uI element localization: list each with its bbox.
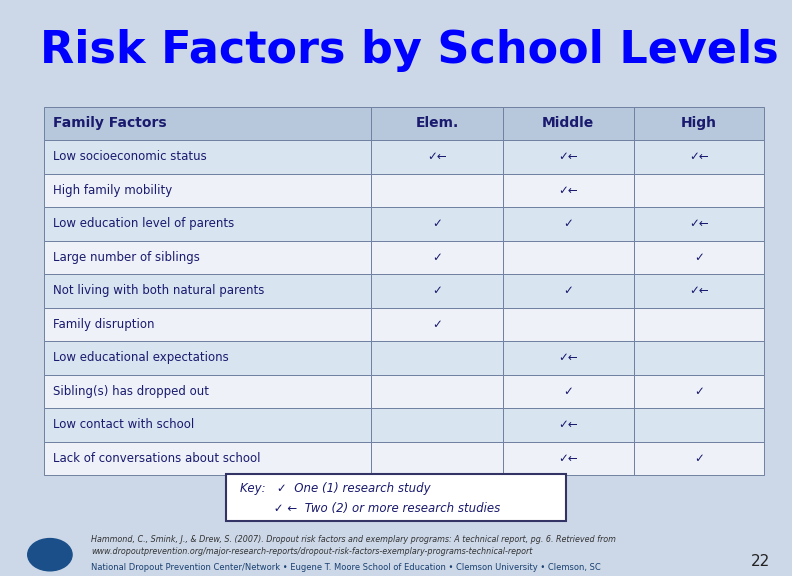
- Bar: [503, 374, 634, 408]
- Text: ✓: ✓: [432, 285, 442, 297]
- Text: Hammond, C., Smink, J., & Drew, S. (2007). Dropout risk factors and exemplary pr: Hammond, C., Smink, J., & Drew, S. (2007…: [91, 535, 616, 556]
- Text: ✓: ✓: [432, 217, 442, 230]
- Bar: [503, 107, 634, 140]
- Bar: [503, 173, 634, 207]
- Bar: [634, 241, 764, 274]
- Bar: [44, 241, 371, 274]
- Bar: [634, 107, 764, 140]
- Bar: [503, 241, 634, 274]
- Bar: [44, 308, 371, 341]
- Bar: [371, 207, 503, 241]
- Bar: [634, 207, 764, 241]
- Text: High family mobility: High family mobility: [53, 184, 173, 197]
- Text: ✓ ←  Two (2) or more research studies: ✓ ← Two (2) or more research studies: [240, 502, 501, 514]
- Text: ✓: ✓: [432, 251, 442, 264]
- Bar: [371, 374, 503, 408]
- Bar: [44, 274, 371, 308]
- Text: Middle: Middle: [542, 116, 594, 130]
- Text: Family Factors: Family Factors: [53, 116, 166, 130]
- Text: ✓: ✓: [694, 452, 704, 465]
- Text: Not living with both natural parents: Not living with both natural parents: [53, 285, 265, 297]
- Bar: [503, 308, 634, 341]
- Bar: [44, 374, 371, 408]
- Text: Key:   ✓  One (1) research study: Key: ✓ One (1) research study: [240, 482, 431, 495]
- Bar: [371, 341, 503, 374]
- Text: Low education level of parents: Low education level of parents: [53, 217, 234, 230]
- Text: ✓←: ✓←: [689, 217, 709, 230]
- Bar: [44, 173, 371, 207]
- Text: ✓: ✓: [563, 285, 573, 297]
- Text: Risk Factors by School Levels: Risk Factors by School Levels: [40, 29, 779, 72]
- Bar: [371, 408, 503, 442]
- Bar: [503, 207, 634, 241]
- Bar: [371, 241, 503, 274]
- Text: ✓←: ✓←: [689, 150, 709, 164]
- Bar: [503, 442, 634, 475]
- Text: National Dropout Prevention Center/Network • Eugene T. Moore School of Education: National Dropout Prevention Center/Netwo…: [91, 563, 601, 573]
- Bar: [503, 274, 634, 308]
- Bar: [634, 173, 764, 207]
- Bar: [634, 140, 764, 173]
- Bar: [503, 341, 634, 374]
- Bar: [634, 374, 764, 408]
- Bar: [44, 341, 371, 374]
- Text: ✓: ✓: [432, 318, 442, 331]
- Circle shape: [28, 539, 72, 571]
- Bar: [44, 140, 371, 173]
- Bar: [634, 442, 764, 475]
- Text: ✓←: ✓←: [689, 285, 709, 297]
- Bar: [634, 408, 764, 442]
- Text: Family disruption: Family disruption: [53, 318, 154, 331]
- Bar: [371, 140, 503, 173]
- Text: Low contact with school: Low contact with school: [53, 418, 194, 431]
- Bar: [44, 107, 371, 140]
- Text: 22: 22: [751, 554, 770, 569]
- Text: ✓←: ✓←: [558, 418, 578, 431]
- Text: Elem.: Elem.: [416, 116, 459, 130]
- Text: Lack of conversations about school: Lack of conversations about school: [53, 452, 261, 465]
- Text: Low educational expectations: Low educational expectations: [53, 351, 229, 365]
- Text: ✓←: ✓←: [427, 150, 447, 164]
- Bar: [44, 408, 371, 442]
- Text: ✓: ✓: [563, 385, 573, 398]
- Bar: [634, 274, 764, 308]
- Text: High: High: [681, 116, 717, 130]
- Text: Sibling(s) has dropped out: Sibling(s) has dropped out: [53, 385, 209, 398]
- Bar: [371, 173, 503, 207]
- Bar: [44, 207, 371, 241]
- Bar: [44, 442, 371, 475]
- Bar: [503, 140, 634, 173]
- Text: ✓←: ✓←: [558, 351, 578, 365]
- Bar: [503, 408, 634, 442]
- Bar: [371, 442, 503, 475]
- Bar: [371, 308, 503, 341]
- Bar: [634, 341, 764, 374]
- Bar: [226, 474, 566, 521]
- Text: Low socioeconomic status: Low socioeconomic status: [53, 150, 207, 164]
- Text: Large number of siblings: Large number of siblings: [53, 251, 200, 264]
- Bar: [634, 308, 764, 341]
- Text: ✓: ✓: [694, 251, 704, 264]
- Text: ✓: ✓: [563, 217, 573, 230]
- Text: ✓←: ✓←: [558, 452, 578, 465]
- Text: ✓: ✓: [694, 385, 704, 398]
- Text: ✓←: ✓←: [558, 150, 578, 164]
- Bar: [371, 107, 503, 140]
- Bar: [371, 274, 503, 308]
- Text: ✓←: ✓←: [558, 184, 578, 197]
